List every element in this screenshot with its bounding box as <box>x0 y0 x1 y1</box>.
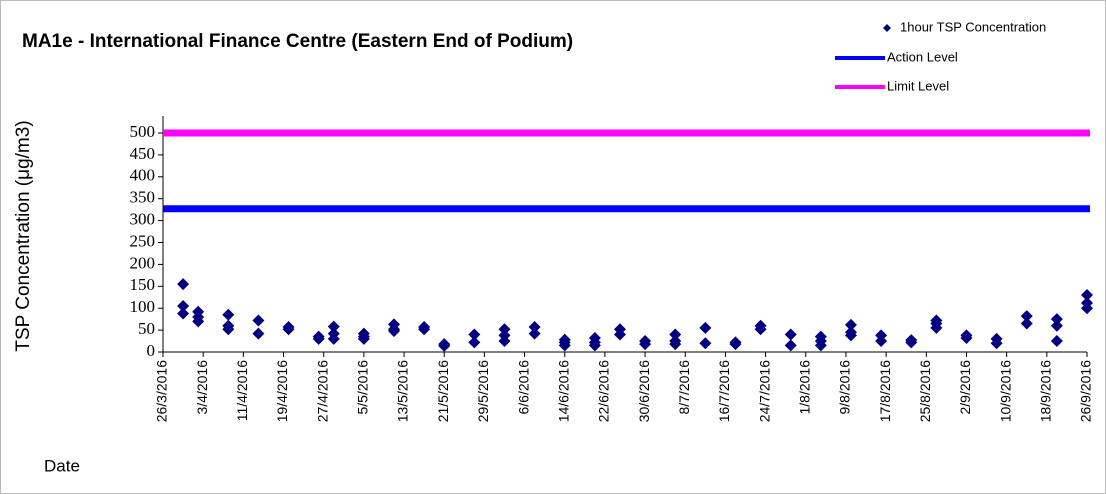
x-tick-label: 13/5/2016 <box>395 360 411 422</box>
data-point <box>222 323 235 336</box>
x-tick-label: 29/5/2016 <box>475 360 491 422</box>
data-point <box>1020 317 1033 330</box>
data-point <box>327 320 340 333</box>
x-tick-label: 25/8/2016 <box>917 360 933 422</box>
data-point <box>639 338 652 351</box>
x-tick-label: 10/9/2016 <box>997 360 1013 422</box>
y-tick-label: 300 <box>130 210 156 229</box>
legend-marker <box>883 24 891 32</box>
data-point <box>192 315 205 328</box>
data-point <box>177 300 190 313</box>
data-point <box>1020 310 1033 323</box>
data-point <box>388 324 400 337</box>
data-point <box>1050 319 1063 332</box>
data-point <box>1050 313 1063 326</box>
data-point <box>282 323 295 336</box>
data-point <box>327 332 340 345</box>
y-tick-label: 450 <box>130 144 156 163</box>
data-point <box>669 328 682 341</box>
data-point <box>960 331 973 344</box>
data-point <box>357 332 370 345</box>
data-point <box>312 332 325 345</box>
data-point <box>558 339 571 352</box>
y-tick-label: 500 <box>130 122 156 141</box>
y-tick-label: 350 <box>130 188 156 207</box>
data-point <box>498 335 511 348</box>
x-axis-label: Date <box>44 456 80 475</box>
legend-label: Limit Level <box>887 78 949 93</box>
y-tick-label: 200 <box>130 253 156 272</box>
data-point <box>1081 302 1093 315</box>
data-point <box>588 339 601 352</box>
x-tick-label: 27/4/2016 <box>314 360 330 422</box>
data-point <box>613 328 626 341</box>
data-point <box>222 308 235 321</box>
data-point <box>418 323 431 336</box>
data-point <box>754 323 767 336</box>
y-axis-label: TSP Concentration (μg/m3) <box>13 120 34 351</box>
x-tick-label: 17/8/2016 <box>877 360 893 422</box>
data-point <box>699 337 712 350</box>
data-point <box>528 327 541 340</box>
x-tick-label: 26/3/2016 <box>154 360 170 422</box>
x-tick-label: 14/6/2016 <box>555 360 571 422</box>
x-tick-label: 5/5/2016 <box>355 360 371 415</box>
data-point <box>814 339 827 352</box>
x-tick-label: 16/7/2016 <box>716 360 732 422</box>
x-tick-label: 11/4/2016 <box>234 360 250 421</box>
data-point <box>990 337 1003 350</box>
y-tick-label: 250 <box>130 231 156 250</box>
legend-label: Action Level <box>887 49 958 64</box>
data-point <box>528 321 541 334</box>
data-point <box>1081 289 1093 302</box>
x-tick-label: 1/8/2016 <box>796 360 812 415</box>
y-tick-label: 150 <box>130 275 156 294</box>
y-tick-label: 100 <box>130 297 156 316</box>
x-tick-label: 22/6/2016 <box>596 360 612 422</box>
data-point <box>875 335 888 348</box>
y-tick-label: 400 <box>130 166 156 185</box>
data-point <box>468 328 481 341</box>
data-point <box>252 314 265 327</box>
x-tick-label: 3/4/2016 <box>194 360 210 415</box>
data-point <box>844 318 857 331</box>
x-tick-label: 19/4/2016 <box>274 360 290 422</box>
y-tick-label: 0 <box>147 341 156 360</box>
x-tick-label: 21/5/2016 <box>435 360 451 422</box>
data-point <box>177 307 190 320</box>
x-tick-label: 24/7/2016 <box>756 360 772 422</box>
data-point <box>1050 335 1063 348</box>
x-tick-label: 18/9/2016 <box>1038 360 1054 422</box>
y-tick-label: 50 <box>138 319 155 338</box>
data-point <box>729 338 742 351</box>
data-point <box>905 336 918 349</box>
legend-label: 1hour TSP Concentration <box>900 19 1046 34</box>
data-point <box>784 339 797 352</box>
data-point <box>699 321 712 334</box>
x-tick-label: 8/7/2016 <box>676 360 692 415</box>
chart-title: MA1e - International Finance Centre (Eas… <box>22 31 573 52</box>
data-point <box>438 339 451 352</box>
data-point <box>468 336 481 349</box>
data-point <box>498 323 511 336</box>
data-point <box>252 327 265 340</box>
data-point <box>784 328 797 341</box>
x-tick-label: 6/6/2016 <box>515 360 531 415</box>
x-tick-label: 30/6/2016 <box>636 360 652 422</box>
data-point <box>669 338 682 351</box>
x-tick-label: 26/9/2016 <box>1078 360 1094 422</box>
x-tick-label: 9/8/2016 <box>837 360 853 415</box>
data-point <box>177 278 190 291</box>
data-point <box>930 321 943 334</box>
x-tick-label: 2/9/2016 <box>957 360 973 415</box>
data-point <box>844 329 857 342</box>
